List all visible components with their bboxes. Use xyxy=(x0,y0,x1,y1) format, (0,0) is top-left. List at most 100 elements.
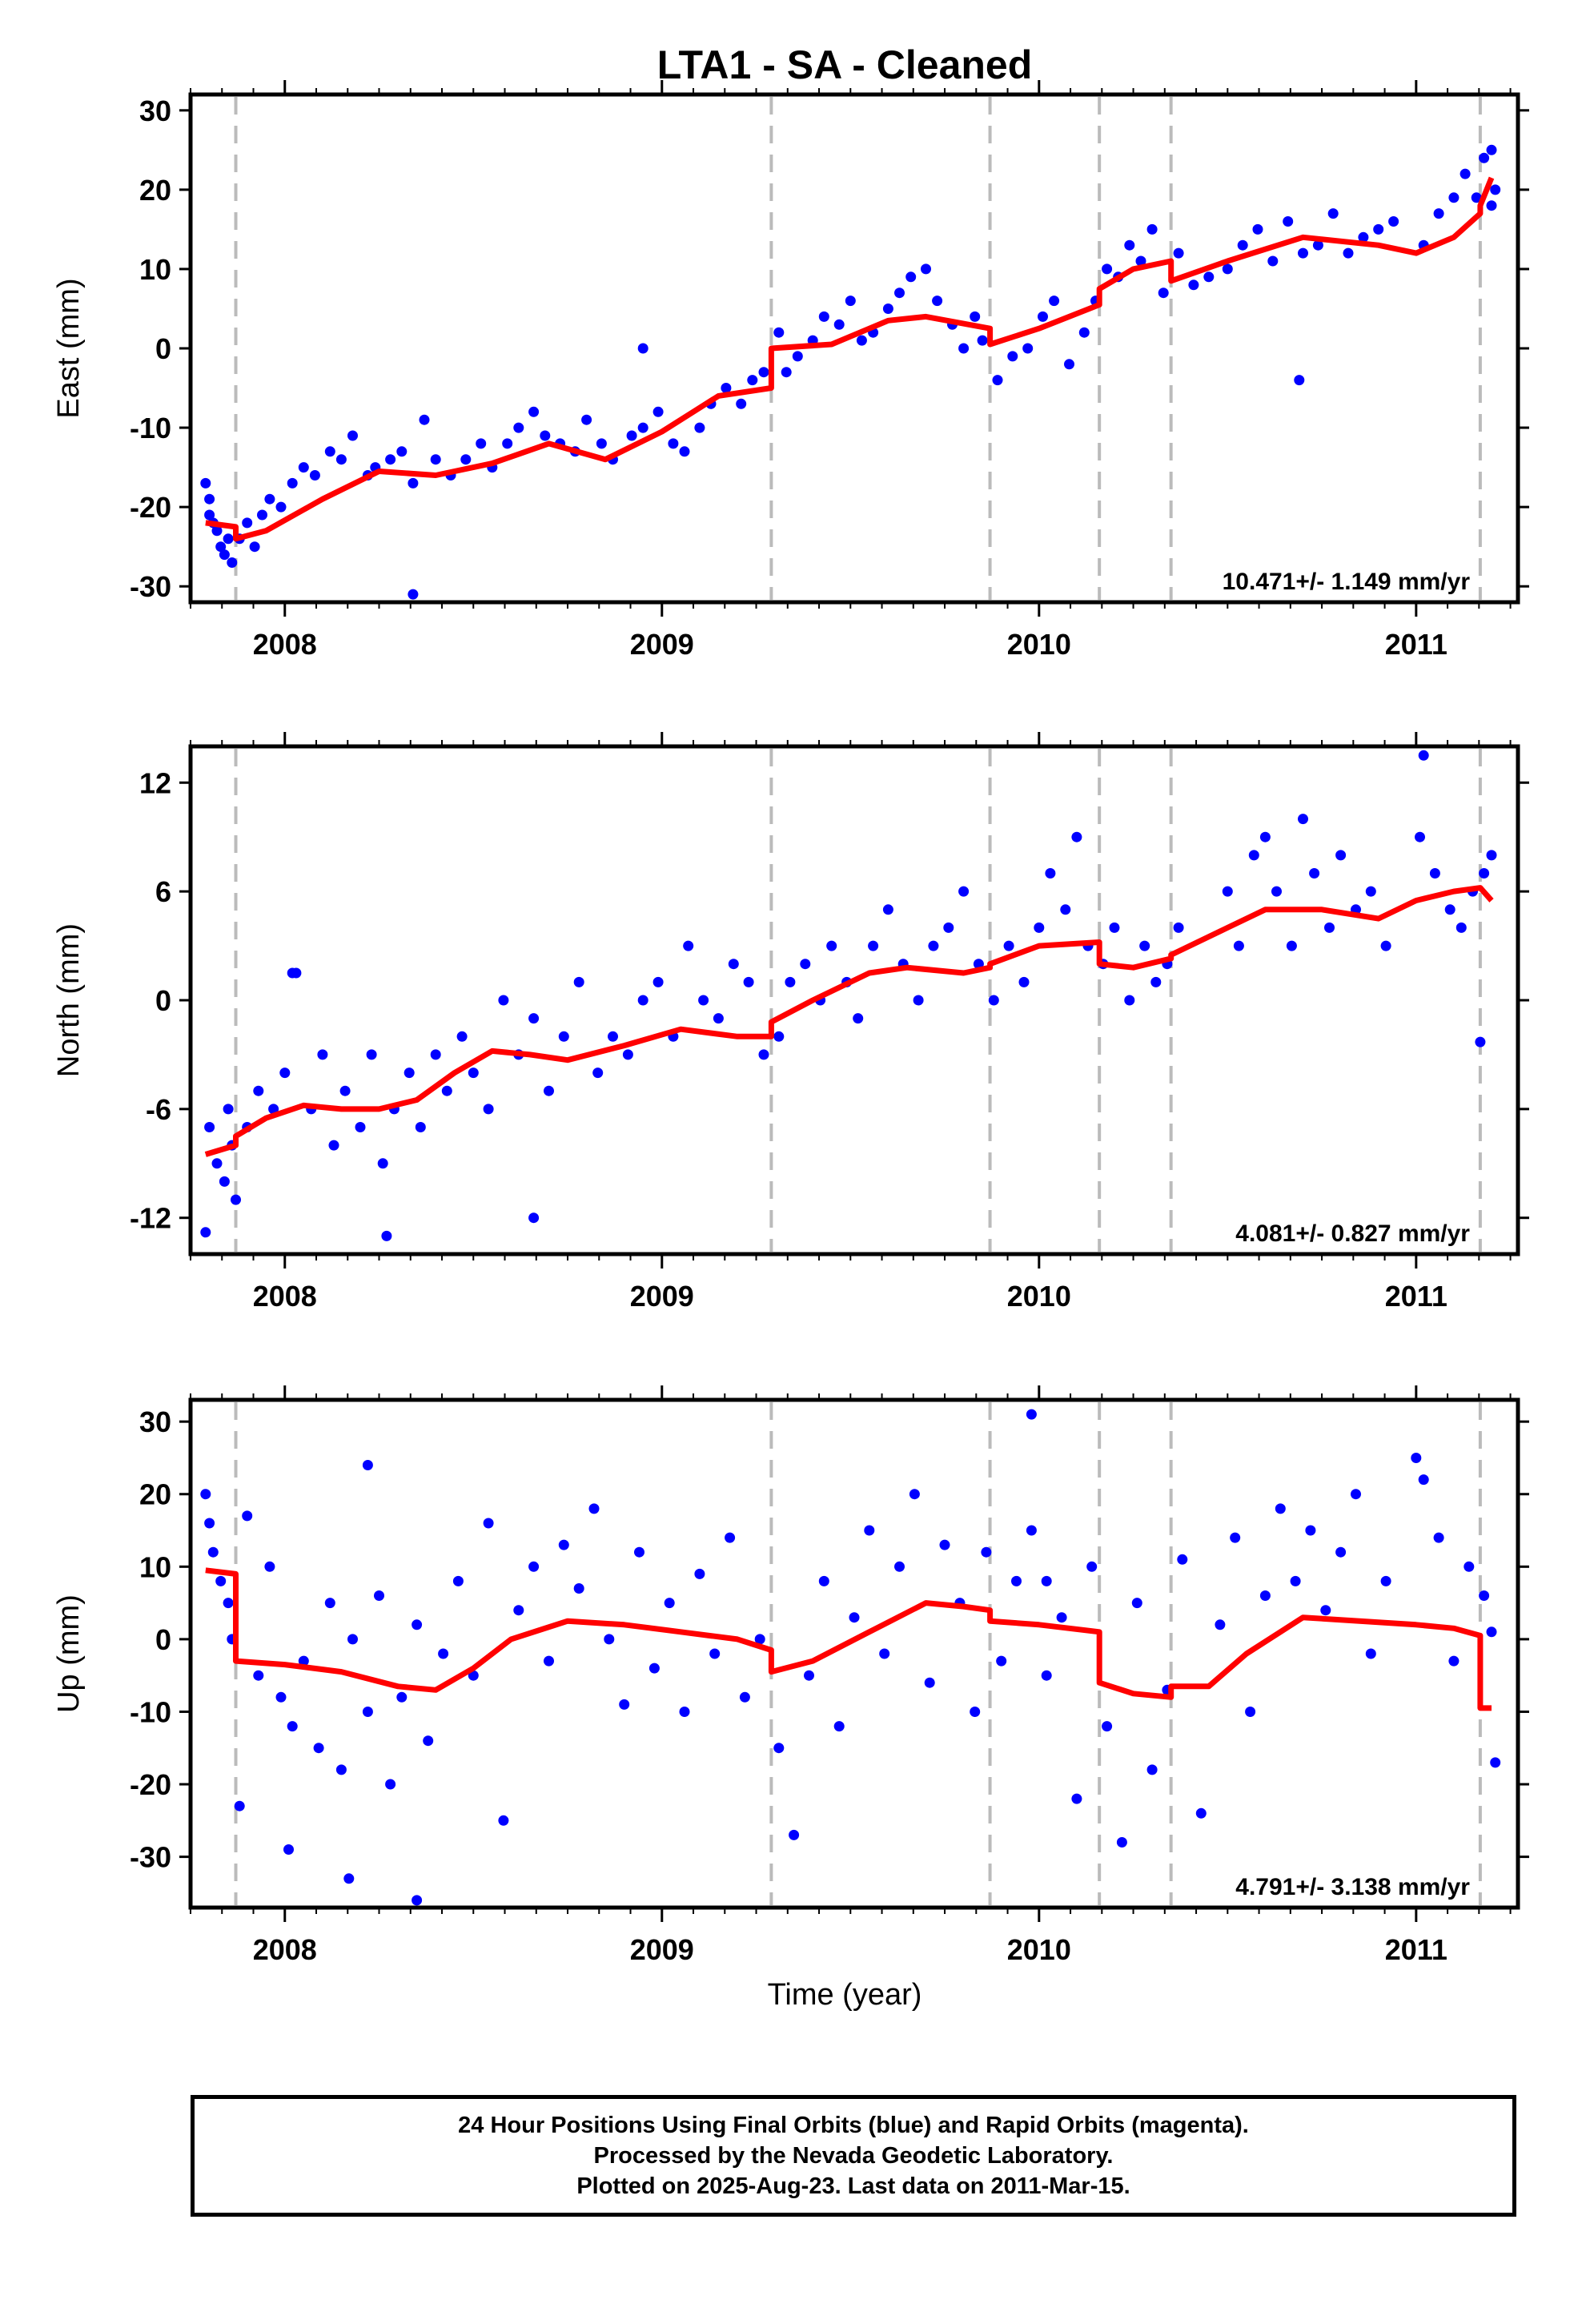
east-data-point xyxy=(200,477,211,489)
up-data-point xyxy=(253,1670,264,1681)
up-data-point xyxy=(648,1663,660,1674)
north-x-tick-label: 2009 xyxy=(630,1280,694,1313)
east-data-point xyxy=(970,311,981,322)
up-data-point xyxy=(588,1503,600,1514)
north-y-tick-label: -6 xyxy=(146,1093,171,1126)
east-x-tick-label: 2011 xyxy=(1385,628,1447,661)
east-data-point xyxy=(1358,231,1369,243)
north-data-point xyxy=(355,1122,366,1132)
up-data-point xyxy=(879,1648,890,1659)
east-data-point xyxy=(257,509,267,521)
east-data-point xyxy=(223,533,234,545)
north-data-point xyxy=(366,1049,377,1060)
east-data-point xyxy=(1203,271,1215,283)
up-data-point xyxy=(1102,1721,1113,1732)
east-y-tick-label: 20 xyxy=(139,174,171,207)
east-data-point xyxy=(736,398,747,409)
up-data-point xyxy=(1335,1546,1347,1558)
east-y-tick-label: 10 xyxy=(139,253,171,286)
east-data-point xyxy=(385,454,396,465)
east-data-point xyxy=(1312,239,1323,251)
north-data-point xyxy=(758,1049,769,1060)
east-data-point xyxy=(992,375,1003,386)
up-y-tick-label: -20 xyxy=(130,1768,171,1801)
north-data-point xyxy=(1298,814,1308,825)
east-x-tick-label: 2009 xyxy=(630,628,694,661)
north-data-point xyxy=(404,1068,415,1079)
footer-line-1: 24 Hour Positions Using Final Orbits (bl… xyxy=(458,2113,1249,2138)
east-data-point xyxy=(894,287,905,299)
up-data-point xyxy=(385,1779,396,1790)
up-data-point xyxy=(438,1648,449,1659)
up-data-point xyxy=(1448,1655,1460,1667)
east-data-point xyxy=(476,438,487,449)
up-data-point xyxy=(1275,1503,1286,1514)
up-data-point xyxy=(1011,1575,1022,1586)
north-data-point xyxy=(882,904,893,915)
east-data-point xyxy=(1490,184,1501,195)
up-data-point xyxy=(200,1489,211,1500)
east-data-point xyxy=(324,446,335,457)
east-y-tick-label: -30 xyxy=(130,570,171,603)
east-x-tick-label: 2008 xyxy=(253,628,317,661)
east-data-point xyxy=(347,430,358,441)
up-data-point xyxy=(909,1489,920,1500)
north-data-point xyxy=(528,1013,540,1024)
up-data-point xyxy=(804,1670,814,1681)
up-data-point xyxy=(264,1561,275,1572)
up-data-point xyxy=(483,1518,494,1529)
east-data-point xyxy=(1038,311,1048,322)
north-data-point xyxy=(913,995,924,1006)
north-data-point xyxy=(528,1212,540,1224)
east-data-point xyxy=(637,422,648,433)
east-data-point xyxy=(581,414,592,425)
east-data-point xyxy=(652,406,664,417)
north-data-point xyxy=(928,940,939,951)
north-data-point xyxy=(219,1176,230,1187)
east-data-point xyxy=(977,335,988,346)
footer-box: 24 Hour Positions Using Final Orbits (bl… xyxy=(191,2095,1516,2217)
north-y-tick-label: 12 xyxy=(139,766,171,799)
up-y-tick-label: 0 xyxy=(155,1623,171,1656)
north-data-point xyxy=(1060,904,1071,915)
east-data-point xyxy=(242,517,253,529)
north-data-point xyxy=(1380,940,1391,951)
up-data-point xyxy=(1380,1575,1391,1586)
up-data-point xyxy=(664,1598,675,1609)
east-data-point xyxy=(1388,216,1399,227)
east-data-point xyxy=(721,383,732,393)
east-panel: -30 -20 -10 0 10 20 30 2008 2009 2010 2011 East (mm… xyxy=(52,80,1529,661)
north-data-point xyxy=(943,922,954,933)
north-data-point xyxy=(622,1049,633,1060)
up-data-point xyxy=(1086,1561,1098,1572)
north-data-point xyxy=(1479,868,1490,879)
east-data-point xyxy=(833,319,845,330)
north-data-point xyxy=(1003,940,1014,951)
east-data-point xyxy=(219,549,230,561)
up-data-point xyxy=(528,1561,540,1572)
north-data-point xyxy=(1233,940,1244,951)
north-data-point xyxy=(592,1068,604,1079)
east-data-point xyxy=(1252,223,1263,235)
north-data-point xyxy=(1286,940,1297,951)
east-data-point xyxy=(679,446,690,457)
up-y-tick-label: -10 xyxy=(130,1695,171,1728)
up-data-point xyxy=(215,1575,227,1586)
north-data-point xyxy=(1429,868,1440,879)
up-data-point xyxy=(234,1800,245,1811)
up-data-point xyxy=(396,1691,408,1703)
north-data-point xyxy=(377,1158,388,1169)
up-x-tick-label: 2010 xyxy=(1007,1933,1071,1966)
up-data-point xyxy=(1290,1575,1301,1586)
east-data-point xyxy=(1433,208,1444,219)
north-y-tick-label: 6 xyxy=(155,875,171,908)
east-data-point xyxy=(408,477,419,489)
up-data-point xyxy=(374,1590,384,1601)
north-data-point xyxy=(773,1031,785,1042)
east-data-point xyxy=(408,589,419,600)
north-data-point xyxy=(415,1122,426,1132)
up-data-point xyxy=(864,1525,875,1536)
up-y-tick-label: 30 xyxy=(139,1405,171,1438)
east-data-point xyxy=(747,375,758,386)
